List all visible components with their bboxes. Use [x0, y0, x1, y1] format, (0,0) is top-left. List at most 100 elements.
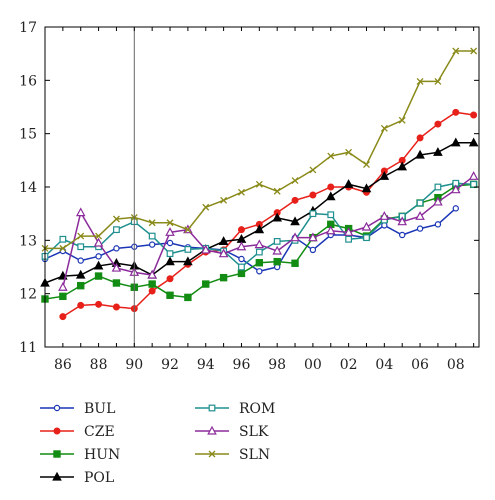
x-tick-label-88: 88 [90, 357, 108, 373]
point-rom-2002 [345, 235, 353, 243]
point-bul-2007 [434, 221, 442, 228]
point-rom-1993 [184, 246, 192, 253]
point-slk-2002 [343, 227, 354, 236]
point-pol-1995 [218, 236, 229, 245]
point-hun-1998 [273, 257, 281, 266]
point-pol-2003 [361, 183, 372, 193]
point-hun-1991 [148, 280, 156, 288]
series-rom [41, 179, 478, 271]
point-slk-1992 [165, 227, 175, 236]
point-slk-2000 [308, 232, 318, 242]
point-bul-1989 [113, 245, 120, 252]
point-slk-2009 [468, 171, 479, 180]
y-tick-label-15: 15 [19, 127, 37, 143]
point-slk-1986 [58, 282, 68, 291]
point-slk-2006 [415, 211, 425, 220]
point-sln-1987 [77, 232, 85, 240]
point-bul-1988 [95, 253, 102, 260]
legend-item-slk: SLK [195, 424, 269, 440]
point-cze-2001 [327, 183, 335, 191]
point-cze-2009 [470, 111, 478, 119]
legend-item-sln: SLN [195, 447, 270, 463]
point-pol-1992 [165, 256, 175, 266]
point-sln-1994 [202, 203, 210, 211]
point-rom-2006 [416, 199, 424, 207]
point-pol-2004 [379, 171, 390, 180]
point-sln-1999 [291, 177, 299, 185]
legend-label-cze: CZE [84, 424, 115, 440]
point-hun-1992 [166, 291, 174, 299]
point-bul-1987 [77, 257, 84, 264]
point-rom-2003 [363, 234, 370, 242]
point-sln-2007 [434, 77, 442, 85]
legend-item-cze: CZE [40, 424, 115, 440]
legend-marker-sln [208, 450, 216, 458]
x-tick-label-08: 08 [447, 357, 465, 373]
point-sln-2003 [363, 161, 370, 169]
point-bul-1997 [256, 268, 263, 275]
point-slk-2003 [361, 221, 372, 231]
point-pol-2001 [325, 191, 336, 201]
point-bul-1992 [166, 239, 174, 247]
point-rom-1998 [273, 238, 281, 245]
legend-marker-hun [53, 450, 61, 458]
point-rom-1996 [238, 263, 245, 271]
y-tick-label-16: 16 [19, 73, 37, 89]
axes: 11 12 13 14 15 16 17 86 88 90 92 94 96 98 00 02 04 06 08 [19, 20, 480, 373]
point-sln-1991 [148, 219, 156, 227]
point-rom-2007 [434, 183, 442, 191]
legend-item-rom: ROM [195, 401, 275, 417]
point-cze-1992 [166, 275, 174, 283]
point-sln-1993 [184, 226, 192, 234]
legend-marker-rom [208, 404, 216, 412]
point-hun-1987 [77, 281, 85, 290]
point-sln-1996 [238, 188, 245, 196]
point-slk-1996 [236, 241, 247, 251]
point-sln-1986 [59, 244, 67, 252]
legend-label-bul: BUL [84, 401, 115, 417]
point-slk-1998 [272, 245, 282, 255]
legend-marker-pol [52, 471, 62, 481]
point-sln-2009 [470, 47, 478, 55]
point-sln-1998 [273, 187, 281, 195]
y-tick-label-14: 14 [19, 180, 37, 196]
legend-item-bul: BUL [40, 401, 115, 417]
y-tick-label-12: 12 [19, 287, 37, 303]
point-pol-2006 [415, 149, 425, 159]
series-line-bul [44, 207, 457, 273]
series-line-sln [45, 50, 474, 250]
point-cze-1999 [291, 196, 299, 204]
point-pol-2002 [343, 179, 354, 188]
point-pol-1999 [290, 216, 300, 226]
point-cze-2000 [309, 191, 317, 199]
legend: BUL CZE HUN POL ROM SLK SLN [40, 401, 275, 486]
point-sln-1992 [166, 219, 174, 227]
point-sln-1988 [95, 232, 103, 240]
x-tick-label-94: 94 [197, 357, 215, 373]
point-cze-2006 [416, 134, 424, 142]
point-sln-2001 [327, 152, 335, 160]
legend-item-pol: POL [40, 470, 114, 486]
point-cze-1987 [77, 301, 85, 309]
point-slk-1995 [218, 248, 229, 258]
y-tick-label-13: 13 [19, 233, 37, 249]
series-bul [41, 205, 459, 275]
point-slk-2001 [325, 225, 336, 235]
point-pol-1996 [236, 234, 247, 243]
point-sln-1995 [220, 196, 228, 204]
point-sln-2002 [345, 148, 353, 156]
point-cze-1989 [112, 303, 120, 311]
point-hun-1995 [219, 273, 228, 282]
x-tick-label-92: 92 [161, 357, 179, 373]
point-slk-2004 [379, 211, 390, 220]
point-hun-1996 [237, 269, 246, 278]
series-sln [41, 47, 478, 252]
point-rom-1989 [113, 226, 120, 234]
point-slk-1997 [254, 239, 265, 249]
point-slk-1987 [75, 207, 86, 217]
x-tick-label-96: 96 [233, 357, 251, 373]
legend-label-sln: SLN [239, 447, 270, 463]
point-rom-1991 [148, 232, 156, 240]
point-hun-1997 [255, 259, 264, 267]
point-sln-1989 [112, 215, 120, 223]
